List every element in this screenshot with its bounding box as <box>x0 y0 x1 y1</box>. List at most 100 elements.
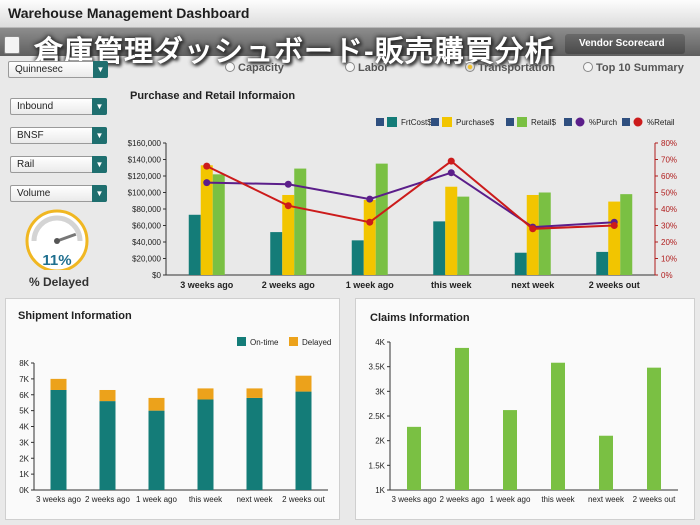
measure-dropdown-value: Volume <box>17 188 51 199</box>
purchase-axes: $160,000 $140,000 $120,000 $100,000 $80,000 $… <box>128 139 677 290</box>
y-tick-label: 7K <box>19 375 29 384</box>
y-tick-label: 3K <box>19 438 29 447</box>
line-point <box>284 202 292 210</box>
bar-retail <box>212 174 225 275</box>
legend-swatch <box>633 117 643 127</box>
line-point <box>447 157 455 165</box>
y-tick-label: 3.5K <box>369 363 386 372</box>
line-point <box>610 222 618 229</box>
y-tick-label: 4K <box>375 338 385 347</box>
tab-partial-left[interactable] <box>4 36 20 54</box>
y-tick-label: $160,000 <box>128 139 162 148</box>
bar-purchase <box>200 165 213 275</box>
legend-swatch <box>442 117 452 127</box>
line-pct-retail <box>206 159 615 230</box>
bar-purchase <box>445 186 458 275</box>
bar-frtcost <box>351 240 364 275</box>
purchase-legend: FrtCost$ Purchase$ Retail$ %Purch %Retail <box>376 117 675 127</box>
claims-chart: 4K 3.5K 3K 2.5K 2K 1.5K 1K 3 weeks ago 2 weeks a… <box>369 338 678 504</box>
purchase-chart-title: Purchase and Retail Informaion <box>130 90 296 102</box>
line-point <box>203 179 211 187</box>
location-dropdown[interactable]: Quinnesec ▼ <box>8 61 108 78</box>
legend-checkbox-icon <box>622 118 630 126</box>
bar-frtcost <box>270 232 283 275</box>
legend-swatch <box>237 337 246 346</box>
view-option-label: Labor <box>358 62 389 74</box>
y2-tick-label: 0% <box>661 271 673 280</box>
x-tick-label: 2 weeks out <box>282 495 325 504</box>
chevron-down-icon: ▼ <box>92 156 107 173</box>
bar-on-time <box>246 397 263 490</box>
y2-tick-label: 10% <box>661 255 677 264</box>
y2-tick-label: 40% <box>661 205 677 214</box>
chevron-down-icon: ▼ <box>93 61 108 78</box>
purchase-chart: FrtCost$ Purchase$ Retail$ %Purch %Retail $1… <box>128 117 677 290</box>
y-tick-label: 3K <box>375 387 385 396</box>
legend-label: %Retail <box>647 118 675 127</box>
legend-label: On-time <box>250 338 279 347</box>
carrier-dropdown-value: BNSF <box>17 130 44 141</box>
x-tick-label: next week <box>236 495 273 504</box>
y-tick-label: 1K <box>375 486 385 495</box>
y-tick-label: $20,000 <box>132 255 161 264</box>
bar-retail <box>538 192 551 275</box>
radio-icon <box>225 62 235 72</box>
x-tick-label: 3 weeks ago <box>36 495 81 504</box>
legend-checkbox-icon <box>376 118 384 126</box>
mode-dropdown[interactable]: Rail ▼ <box>10 156 107 173</box>
legend-label: Purchase$ <box>456 118 495 127</box>
chevron-down-icon: ▼ <box>92 127 107 144</box>
legend-swatch <box>517 117 527 127</box>
y2-tick-label: 70% <box>661 156 677 165</box>
bar-on-time <box>50 389 67 490</box>
y-tick-label: $120,000 <box>128 172 162 181</box>
line-point <box>203 162 211 170</box>
bar-frtcost <box>188 214 201 275</box>
x-tick-label: 3 weeks ago <box>180 280 234 290</box>
y-tick-label: 6K <box>19 391 29 400</box>
bar-claims <box>407 426 421 490</box>
y-tick-label: $0 <box>152 271 161 280</box>
view-option-label: Top 10 Summary <box>596 62 684 74</box>
bar-claims <box>599 435 613 490</box>
app-title: Warehouse Management Dashboard <box>8 5 250 21</box>
y2-tick-label: 50% <box>661 189 677 198</box>
bar-delayed <box>148 397 165 411</box>
carrier-dropdown[interactable]: BNSF ▼ <box>10 127 107 144</box>
legend-swatch <box>289 337 298 346</box>
y2-tick-label: 60% <box>661 172 677 181</box>
bar-claims <box>455 347 469 490</box>
bar-retail <box>375 163 388 275</box>
line-point <box>529 225 537 233</box>
view-option-labor[interactable]: Labor <box>345 62 389 74</box>
bar-purchase <box>363 199 376 275</box>
gauge-label: % Delayed <box>29 275 90 289</box>
line-point <box>366 218 374 226</box>
x-tick-label: this week <box>431 280 473 290</box>
bar-delayed <box>197 388 214 400</box>
gauge-needle <box>56 232 77 243</box>
measure-dropdown[interactable]: Volume ▼ <box>10 185 107 202</box>
chevron-down-icon: ▼ <box>92 98 107 115</box>
location-dropdown-value: Quinnesec <box>15 64 63 75</box>
x-tick-label: 2 weeks ago <box>262 280 316 290</box>
x-tick-label: 1 week ago <box>346 280 395 290</box>
tab-vendor-scorecard[interactable]: Vendor Scorecard <box>565 34 685 54</box>
view-option-capacity[interactable]: Capacity <box>225 62 284 74</box>
y-tick-label: $140,000 <box>128 156 162 165</box>
bar-delayed <box>99 389 116 402</box>
view-option-transportation[interactable]: Transportation <box>465 62 555 74</box>
chevron-down-icon: ▼ <box>92 185 107 202</box>
x-tick-label: 2 weeks ago <box>85 495 130 504</box>
bar-claims <box>503 410 517 490</box>
y-tick-label: 0K <box>19 486 29 495</box>
legend-swatch <box>387 117 397 127</box>
bar-delayed <box>246 388 263 398</box>
x-tick-label: 2 weeks out <box>589 280 640 290</box>
y-tick-label: $80,000 <box>132 205 161 214</box>
view-options: Capacity Labor Transportation Top 10 Sum… <box>225 62 685 78</box>
radio-icon <box>345 62 355 72</box>
view-option-top10[interactable]: Top 10 Summary <box>583 62 684 74</box>
x-tick-label: 2 weeks out <box>633 495 676 504</box>
direction-dropdown[interactable]: Inbound ▼ <box>10 98 107 115</box>
